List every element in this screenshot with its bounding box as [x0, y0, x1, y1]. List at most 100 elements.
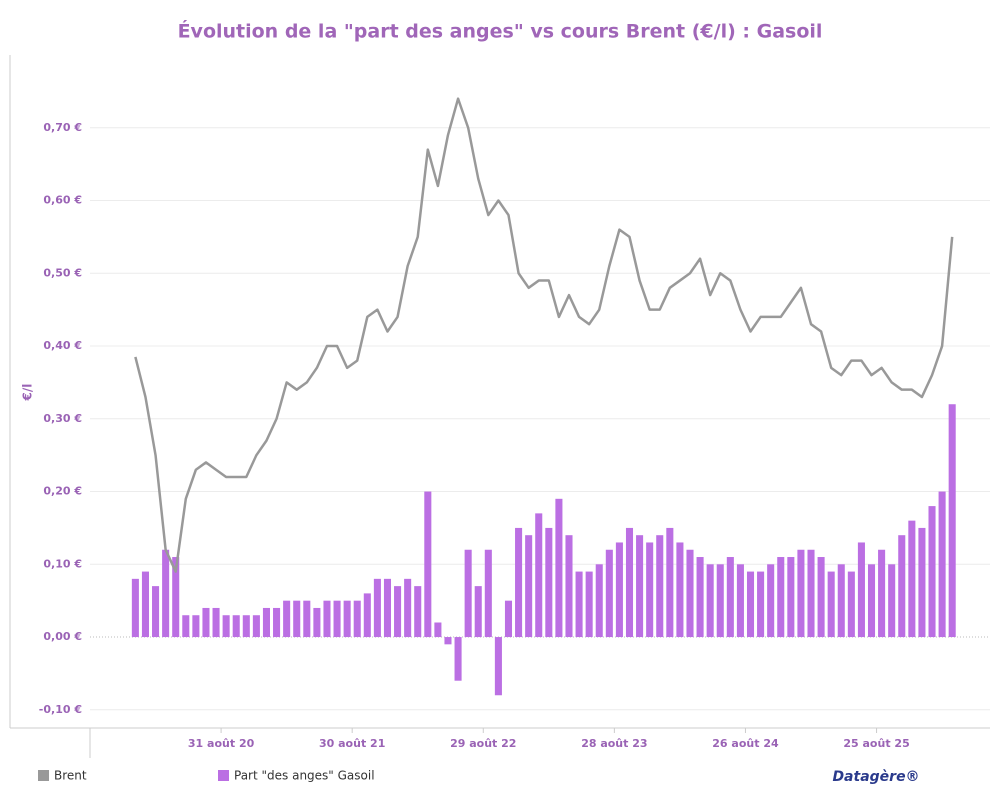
bar [938, 491, 946, 638]
bar [383, 578, 392, 638]
bar [847, 571, 855, 638]
bar [767, 564, 775, 638]
bar [908, 520, 916, 638]
bar [726, 557, 734, 638]
y-tick-label: 0,10 € [43, 557, 82, 570]
x-tick-label: 28 août 23 [581, 737, 647, 750]
y-tick-label: 0,40 € [43, 339, 82, 352]
bar [333, 600, 341, 638]
line [134, 97, 954, 573]
bar [363, 593, 371, 638]
bar [494, 637, 502, 696]
bar [948, 404, 956, 638]
bar [504, 600, 513, 638]
bar [837, 564, 845, 638]
bar [857, 542, 865, 638]
bar [444, 637, 452, 645]
chart-title: Évolution de la "part des anges" vs cour… [178, 20, 823, 43]
bar [595, 564, 603, 638]
bar [273, 607, 281, 638]
bar [172, 557, 180, 638]
bar [615, 542, 623, 638]
bar [202, 607, 210, 638]
bar [283, 600, 291, 638]
bar [303, 600, 311, 638]
bar [746, 571, 755, 638]
x-tick-label: 25 août 25 [843, 737, 909, 750]
bar [141, 571, 149, 638]
bar [464, 549, 472, 638]
bar [757, 571, 765, 638]
bar [867, 564, 876, 638]
bar [192, 615, 200, 638]
x-tick-label: 29 août 22 [450, 737, 516, 750]
bar [666, 527, 674, 638]
bar [525, 535, 533, 638]
bar [323, 600, 331, 638]
bar [484, 549, 492, 638]
bar [232, 615, 240, 638]
bar [797, 549, 805, 638]
brand-logo: Datagère® [832, 769, 919, 785]
bar [152, 586, 160, 638]
bar [262, 607, 270, 638]
y-tick-label: 0,00 € [43, 630, 82, 643]
bar [706, 564, 714, 638]
bar [414, 586, 422, 638]
bar [313, 607, 321, 638]
bar [222, 615, 230, 638]
bar [515, 527, 523, 638]
bar [293, 600, 301, 638]
bar [212, 607, 220, 638]
bar [888, 564, 896, 638]
bar [605, 549, 613, 638]
bar [555, 498, 563, 638]
bar [878, 549, 886, 638]
bar [898, 535, 906, 638]
bar [434, 622, 442, 638]
y-tick-label: 0,60 € [43, 194, 82, 207]
bar [928, 506, 936, 638]
bar [394, 586, 402, 638]
bar [373, 578, 381, 638]
bar [585, 571, 593, 638]
legend-swatch [38, 770, 49, 781]
bar [686, 549, 694, 638]
bar [696, 557, 704, 638]
bar [404, 578, 412, 638]
bar [131, 578, 139, 638]
legend-label: Brent [54, 769, 87, 783]
y-tick-label: 0,50 € [43, 266, 82, 279]
bar [656, 535, 664, 638]
y-tick-label: 0,70 € [43, 121, 82, 134]
bar [565, 535, 573, 638]
bar [182, 615, 190, 638]
bar [817, 557, 825, 638]
y-tick-label: 0,30 € [43, 412, 82, 425]
bar [535, 513, 543, 638]
bar [827, 571, 835, 638]
bar [242, 615, 250, 638]
bar [676, 542, 684, 638]
bar [474, 586, 482, 638]
legend-swatch [218, 770, 229, 781]
bar [736, 564, 744, 638]
bar [575, 571, 583, 638]
legend-label: Part "des anges" Gasoil [234, 769, 375, 783]
bar [545, 527, 553, 638]
y-tick-label: -0,10 € [39, 703, 82, 716]
y-axis-title: €/l [21, 384, 35, 402]
bar [454, 637, 462, 681]
bar [343, 600, 351, 638]
bar [777, 557, 785, 638]
bar [918, 527, 926, 638]
bar [646, 542, 654, 638]
y-tick-label: 0,20 € [43, 485, 82, 498]
bar [353, 600, 361, 638]
bar [252, 615, 260, 638]
x-tick-label: 31 août 20 [188, 737, 255, 750]
bar [625, 527, 634, 638]
bar [424, 491, 432, 638]
